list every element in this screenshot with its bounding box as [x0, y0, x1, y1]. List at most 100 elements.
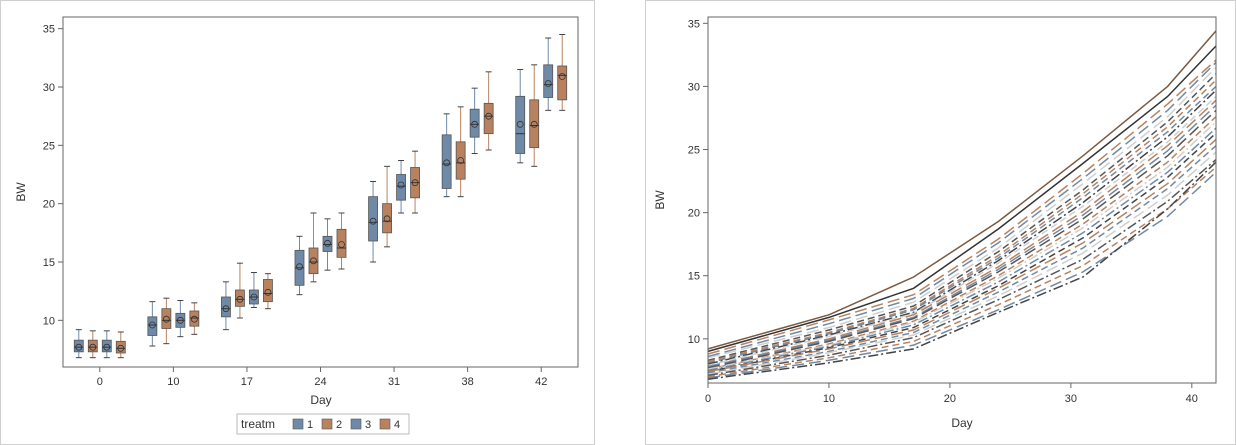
mean-marker — [176, 316, 184, 324]
mean-marker — [485, 112, 493, 120]
box-treatm-4 — [557, 65, 568, 101]
mean-marker — [117, 344, 125, 352]
series-line — [707, 121, 1217, 370]
box-treatm-1 — [515, 95, 526, 154]
y-tick-label: 15 — [688, 271, 700, 283]
series-line — [707, 171, 1217, 379]
mean-marker — [369, 217, 377, 225]
series-line — [707, 89, 1217, 365]
series-line — [707, 73, 1217, 362]
mean-marker — [411, 179, 419, 187]
box-treatm-4 — [263, 279, 273, 303]
y-tick-label: 10 — [688, 334, 700, 346]
series-line — [707, 161, 1217, 380]
y-tick-label: 10 — [43, 315, 55, 327]
y-tick-label: 20 — [43, 199, 55, 211]
y-tick-label: 15 — [43, 257, 55, 269]
mean-marker — [264, 288, 272, 296]
x-tick-label: 38 — [462, 376, 474, 388]
series-line — [707, 85, 1217, 364]
mean-marker — [397, 181, 405, 189]
x-axis-label: Day — [310, 393, 331, 407]
mean-marker — [89, 343, 97, 351]
x-tick-label: 30 — [1065, 393, 1077, 405]
mean-marker — [148, 321, 156, 329]
box-treatm-3 — [543, 64, 554, 98]
legend-entry-label: 3 — [365, 419, 371, 431]
box-treatm-3 — [322, 235, 333, 252]
mean-marker — [75, 343, 83, 351]
mean-marker — [222, 305, 230, 313]
series-line — [707, 45, 1217, 353]
y-tick-label: 25 — [688, 145, 700, 157]
legend-swatch-treatm-3 — [350, 418, 362, 430]
legend-entry-label: 1 — [307, 419, 313, 431]
lineplot-panel: 10 15 20 25 30 35 0 10 20 30 40 BW Day — [645, 0, 1236, 445]
x-tick-label: 42 — [535, 376, 547, 388]
x-axis-label: Day — [951, 416, 972, 430]
box-treatm-2 — [529, 99, 540, 149]
series-line — [707, 30, 1217, 350]
legend-swatch-treatm-4 — [379, 418, 391, 430]
box-treatm-4 — [483, 102, 494, 135]
series-line — [707, 59, 1217, 355]
x-tick-label: 31 — [388, 376, 400, 388]
y-tick-label: 35 — [688, 18, 700, 30]
series-line — [707, 138, 1217, 373]
box-treatm-1 — [73, 339, 84, 353]
box-treatm-1 — [147, 316, 158, 336]
legend-entry-label: 4 — [394, 419, 400, 431]
box-treatm-1 — [221, 296, 231, 318]
box-treatm-4 — [189, 310, 200, 327]
legend-swatch-treatm-1 — [292, 418, 304, 430]
line-chart: 10 15 20 25 30 35 0 10 20 30 40 BW Day — [653, 16, 1217, 430]
x-tick-label: 0 — [705, 393, 711, 405]
box-treatm-2 — [87, 339, 98, 353]
box-treatm-2 — [308, 247, 319, 275]
series-line — [707, 109, 1217, 369]
series-line — [707, 99, 1217, 368]
plot-frame — [707, 16, 1217, 384]
y-tick-label: 20 — [688, 208, 700, 220]
mean-marker — [190, 315, 198, 323]
series-line — [707, 66, 1217, 359]
series-line — [707, 159, 1217, 377]
box-treatm-4 — [115, 340, 126, 354]
x-tick-label: 24 — [314, 376, 326, 388]
box-treatm-2 — [382, 203, 392, 234]
mean-marker — [103, 343, 111, 351]
box-treatm-1 — [441, 134, 452, 189]
series-line — [707, 61, 1217, 358]
y-axis-label: BW — [653, 190, 667, 210]
mean-marker — [162, 315, 170, 323]
series-line — [707, 127, 1217, 372]
y-tick-label: 35 — [43, 24, 55, 36]
y-tick-label: 30 — [688, 81, 700, 93]
legend: treatm 1 2 3 4 — [236, 413, 410, 435]
mean-marker — [296, 263, 303, 271]
series-line — [707, 151, 1217, 375]
legend-entry-label: 2 — [336, 419, 342, 431]
box-treatm-2 — [161, 308, 172, 329]
mean-marker — [471, 120, 479, 128]
mean-marker — [516, 120, 524, 128]
x-tick-label: 10 — [823, 393, 835, 405]
series-line — [707, 132, 1217, 373]
series-line — [707, 116, 1217, 370]
y-tick-label: 30 — [43, 82, 55, 94]
mean-marker — [250, 293, 258, 301]
mean-marker — [236, 295, 244, 303]
mean-marker — [383, 215, 391, 223]
mean-marker — [338, 241, 345, 248]
plot-frame — [62, 16, 579, 368]
box-treatm-2 — [235, 289, 245, 307]
series-line — [707, 95, 1217, 367]
boxplot-panel: 10 15 20 25 30 35 0 10 17 24 31 38 42 BW Day treatm… — [0, 0, 595, 445]
mean-marker — [544, 80, 552, 87]
mean-marker — [558, 73, 566, 80]
box-treatm-3 — [396, 174, 406, 201]
box-treatm-3 — [469, 108, 480, 138]
series-line — [707, 145, 1217, 374]
mean-marker — [443, 159, 451, 167]
